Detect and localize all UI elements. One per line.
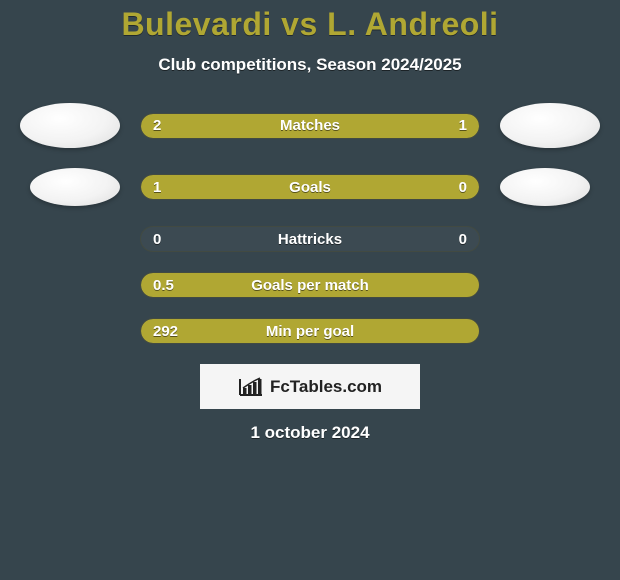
stat-bar: 292Min per goal <box>140 318 480 344</box>
player-left-avatar <box>20 103 120 148</box>
player-right-avatar <box>500 103 600 148</box>
stat-bar: 21Matches <box>140 113 480 139</box>
stat-label: Goals <box>141 175 479 199</box>
player-right-avatar <box>500 168 590 206</box>
stats-rows: 21Matches 10Goals 00Hattricks 0.5Goals per … <box>0 103 620 344</box>
stat-row: 292Min per goal <box>0 318 620 344</box>
date-label: 1 october 2024 <box>0 423 620 443</box>
stat-row: 00Hattricks <box>0 226 620 252</box>
fctables-logo[interactable]: FcTables.com <box>200 364 420 409</box>
stat-label: Hattricks <box>141 227 479 251</box>
page-title: Bulevardi vs L. Andreoli <box>0 6 620 43</box>
stat-row: 10Goals <box>0 168 620 206</box>
logo-text: FcTables.com <box>270 377 382 397</box>
stat-label: Matches <box>141 114 479 138</box>
bar-chart-icon <box>238 377 264 397</box>
stat-row: 21Matches <box>0 103 620 148</box>
subtitle: Club competitions, Season 2024/2025 <box>0 55 620 75</box>
stat-bar: 10Goals <box>140 174 480 200</box>
stat-label: Min per goal <box>141 319 479 343</box>
stat-label: Goals per match <box>141 273 479 297</box>
stat-bar: 00Hattricks <box>140 226 480 252</box>
player-left-avatar <box>30 168 120 206</box>
comparison-widget: Bulevardi vs L. Andreoli Club competitio… <box>0 0 620 443</box>
stat-row: 0.5Goals per match <box>0 272 620 298</box>
stat-bar: 0.5Goals per match <box>140 272 480 298</box>
